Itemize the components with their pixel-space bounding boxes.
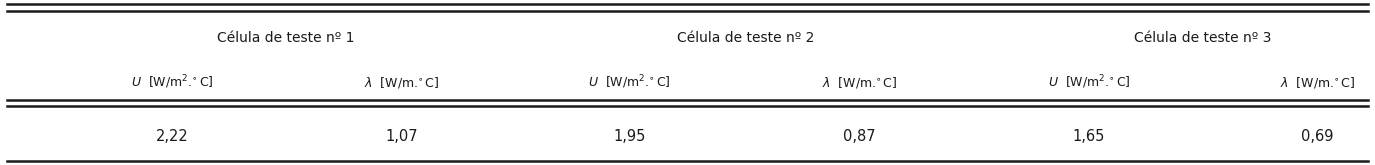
Text: $\lambda$  [W/m.$\!^\circ$C]: $\lambda$ [W/m.$\!^\circ$C] (822, 75, 897, 90)
Text: 1,95: 1,95 (613, 130, 646, 144)
Text: 0,87: 0,87 (843, 130, 876, 144)
Text: Célula de teste nº 2: Célula de teste nº 2 (676, 31, 814, 45)
Text: Célula de teste nº 1: Célula de teste nº 1 (217, 31, 355, 45)
Text: 1,65: 1,65 (1072, 130, 1106, 144)
Text: 1,07: 1,07 (385, 130, 418, 144)
Text: 2,22: 2,22 (155, 130, 188, 144)
Text: $\lambda$  [W/m.$\!^\circ$C]: $\lambda$ [W/m.$\!^\circ$C] (1280, 75, 1354, 90)
Text: 0,69: 0,69 (1301, 130, 1334, 144)
Text: $\mathit{U}$  [W/m$^2$.$\!^\circ$C]: $\mathit{U}$ [W/m$^2$.$\!^\circ$C] (588, 74, 671, 91)
Text: $\mathit{U}$  [W/m$^2$.$\!^\circ$C]: $\mathit{U}$ [W/m$^2$.$\!^\circ$C] (131, 74, 213, 91)
Text: $\lambda$  [W/m.$\!^\circ$C]: $\lambda$ [W/m.$\!^\circ$C] (364, 75, 439, 90)
Text: $\mathit{U}$  [W/m$^2$.$\!^\circ$C]: $\mathit{U}$ [W/m$^2$.$\!^\circ$C] (1048, 74, 1130, 91)
Text: Célula de teste nº 3: Célula de teste nº 3 (1134, 31, 1272, 45)
